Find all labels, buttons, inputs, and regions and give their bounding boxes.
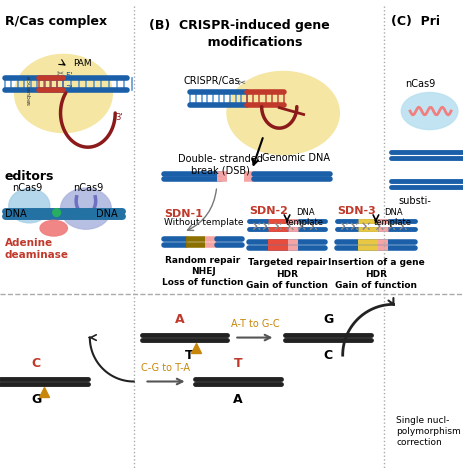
- Text: nCas9: nCas9: [73, 183, 103, 193]
- Text: editors: editors: [5, 170, 54, 182]
- Text: A: A: [175, 313, 184, 326]
- Text: A-T to G-C: A-T to G-C: [230, 319, 279, 329]
- Text: SDN-1: SDN-1: [164, 209, 203, 219]
- Ellipse shape: [9, 189, 50, 223]
- Text: 3': 3': [115, 113, 123, 122]
- Text: 5': 5': [65, 73, 73, 82]
- Text: (C)  Pri: (C) Pri: [391, 15, 439, 28]
- Text: DNA
template: DNA template: [374, 208, 412, 227]
- Ellipse shape: [227, 72, 339, 155]
- Text: Targeted repair
HDR
Gain of function: Targeted repair HDR Gain of function: [246, 258, 328, 290]
- Ellipse shape: [15, 55, 112, 133]
- Ellipse shape: [40, 220, 67, 236]
- Text: Adenine
deaminase: Adenine deaminase: [5, 238, 69, 260]
- Text: ✂: ✂: [57, 70, 64, 79]
- Text: (B)  CRISPR-induced gene
       modifications: (B) CRISPR-induced gene modifications: [149, 19, 329, 49]
- Text: ✂: ✂: [238, 77, 246, 87]
- Text: Random repair
NHEJ
Loss of function: Random repair NHEJ Loss of function: [162, 255, 244, 287]
- Text: CRISPR/Cas: CRISPR/Cas: [183, 76, 240, 86]
- Text: nCas9: nCas9: [12, 183, 42, 193]
- Text: Double- stranded
break (DSB): Double- stranded break (DSB): [178, 154, 263, 175]
- Text: R/Cas complex: R/Cas complex: [5, 15, 107, 28]
- Text: DNA: DNA: [5, 209, 27, 219]
- Text: SDN-3: SDN-3: [337, 206, 375, 216]
- Text: G: G: [323, 313, 333, 326]
- Text: Single nucl-
polymorphism
correction: Single nucl- polymorphism correction: [396, 416, 461, 447]
- Circle shape: [53, 209, 61, 217]
- Text: sequence: sequence: [27, 74, 32, 105]
- Text: SDN-2: SDN-2: [249, 206, 288, 216]
- Text: T: T: [185, 349, 194, 362]
- Text: C: C: [32, 357, 41, 370]
- Text: nCas9: nCas9: [405, 79, 436, 89]
- Text: DNA: DNA: [96, 209, 117, 219]
- Text: DNA
template: DNA template: [286, 208, 324, 227]
- Text: C-G to T-A: C-G to T-A: [141, 363, 191, 373]
- Text: substi-: substi-: [398, 196, 431, 206]
- Text: Insertion of a gene
HDR
Gain of function: Insertion of a gene HDR Gain of function: [328, 258, 424, 290]
- Ellipse shape: [401, 92, 458, 129]
- Text: T: T: [234, 357, 243, 370]
- Text: PAM: PAM: [73, 59, 92, 68]
- Text: 3': 3': [65, 85, 73, 94]
- Text: G: G: [31, 393, 41, 406]
- Text: C: C: [323, 349, 333, 362]
- Ellipse shape: [61, 188, 111, 229]
- Text: A: A: [233, 393, 243, 406]
- Text: Genomic DNA: Genomic DNA: [262, 153, 330, 163]
- Text: Without template: Without template: [164, 219, 244, 228]
